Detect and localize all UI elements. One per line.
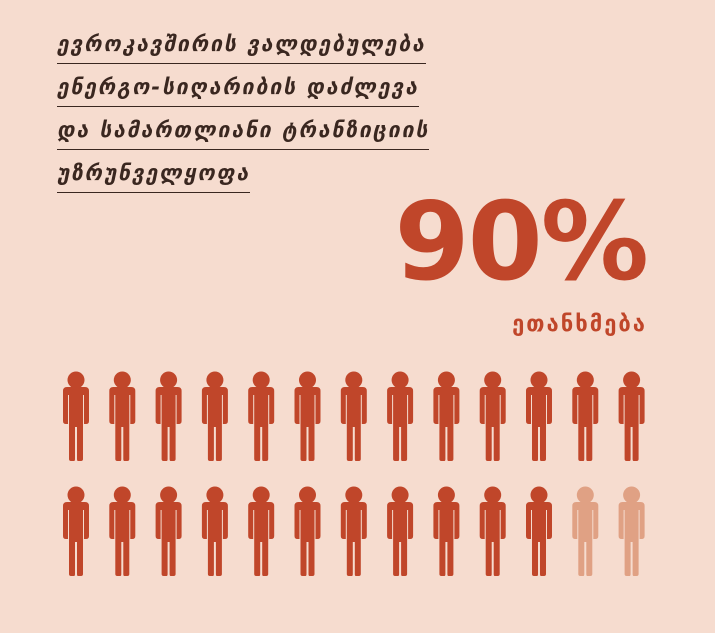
person-icon-filled	[433, 486, 460, 576]
person-icon-filled	[248, 371, 275, 461]
title-line-1: ევროკავშირის ვალდებულება	[57, 30, 426, 64]
person-icon-empty	[572, 486, 599, 576]
person-icon-filled	[340, 371, 367, 461]
person-icon-filled	[294, 371, 321, 461]
person-icon-filled	[248, 486, 275, 576]
person-icon-filled	[340, 486, 367, 576]
title-line-3: და სამართლიანი ტრანზიციის	[57, 116, 430, 150]
person-icon-filled	[201, 371, 228, 461]
person-icon-filled	[618, 371, 645, 461]
person-icon-filled	[63, 371, 89, 461]
person-icon-filled	[155, 486, 182, 576]
person-icon-filled	[63, 486, 89, 576]
person-icon-filled	[479, 371, 506, 461]
person-icon-filled	[155, 371, 182, 461]
person-icon-filled	[109, 486, 136, 576]
title-block: ევროკავშირის ვალდებულება ენერგო-სიღარიბი…	[57, 30, 557, 202]
person-icon-filled	[387, 371, 414, 461]
person-icon-filled	[526, 371, 552, 461]
person-icon-filled	[479, 486, 506, 576]
person-icon-filled	[387, 486, 414, 576]
person-icon-filled	[572, 371, 599, 461]
title-line-4: უზრუნველყოფა	[57, 159, 251, 193]
agree-label: ეთანხმება	[512, 312, 647, 337]
person-icon-empty	[618, 486, 645, 576]
person-icon-filled	[109, 371, 136, 461]
percentage-value: 90%	[394, 180, 649, 305]
person-icon-filled	[526, 486, 552, 576]
title-line-2: ენერგო-სიღარიბის დაძლევა	[57, 73, 419, 107]
person-icon-filled	[294, 486, 321, 576]
person-icon-filled	[201, 486, 228, 576]
person-icon-filled	[433, 371, 460, 461]
